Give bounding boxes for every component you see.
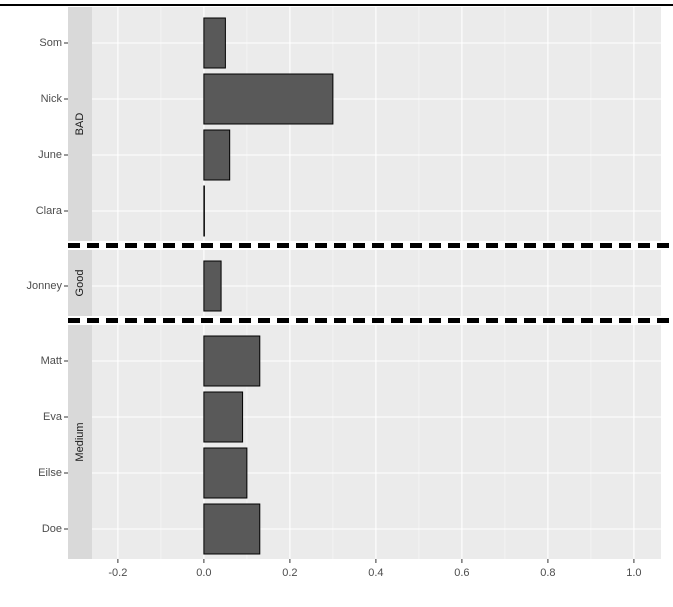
y-tick-label: Jonney <box>27 280 63 292</box>
strip: BAD <box>68 7 92 241</box>
strip: Good <box>68 250 92 316</box>
x-tick-label: 0.2 <box>282 567 297 579</box>
bar <box>203 185 205 237</box>
strip-background <box>68 7 92 241</box>
x-tick-label: 1.0 <box>626 567 641 579</box>
x-tick-label: 0.6 <box>454 567 469 579</box>
strip-label: Good <box>74 270 86 297</box>
y-tick-label: Som <box>39 37 62 49</box>
y-tick-label: Doe <box>42 523 62 535</box>
panel-background <box>68 7 661 241</box>
bar <box>203 503 261 555</box>
x-tick-label: 0.4 <box>368 567 383 579</box>
bar <box>203 73 334 125</box>
strip-background <box>68 250 92 316</box>
x-tick-label: -0.2 <box>108 567 127 579</box>
strip: Medium <box>68 325 92 559</box>
strip-background <box>68 325 92 559</box>
y-tick-label: Matt <box>41 355 62 367</box>
bar <box>203 129 231 181</box>
strip-label: BAD <box>74 113 86 136</box>
bar <box>203 17 226 69</box>
x-tick-label: 0.8 <box>540 567 555 579</box>
panel-background <box>68 250 661 316</box>
y-tick-label: Eva <box>43 411 63 423</box>
y-tick-label: Nick <box>41 93 63 105</box>
bar <box>203 335 261 387</box>
panel-background <box>68 325 661 559</box>
y-tick-label: June <box>38 149 62 161</box>
strip-label: Medium <box>74 422 86 461</box>
bar <box>203 447 248 499</box>
bar <box>203 391 244 443</box>
bar <box>203 260 222 312</box>
x-tick-label: 0.0 <box>196 567 211 579</box>
y-tick-label: Clara <box>36 205 63 217</box>
y-tick-label: Eilse <box>38 467 62 479</box>
